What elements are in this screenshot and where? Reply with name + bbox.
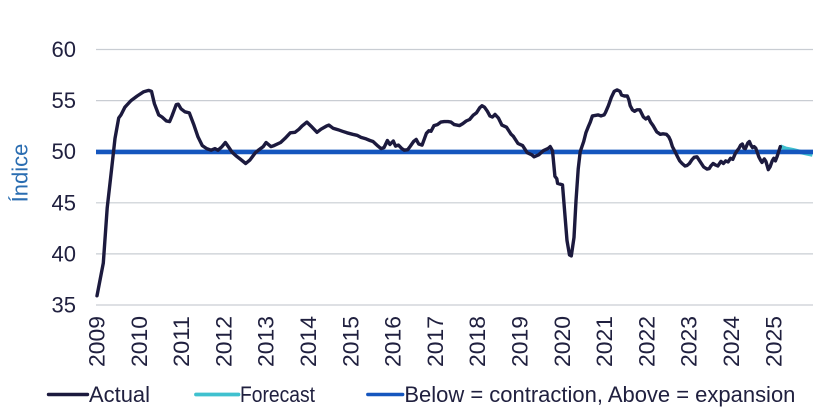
svg-text:Below = contraction, Above = e: Below = contraction, Above = expansion (404, 382, 795, 407)
svg-text:2012: 2012 (211, 316, 236, 367)
svg-text:2014: 2014 (296, 316, 321, 367)
svg-text:Índice: Índice (8, 144, 33, 203)
svg-text:40: 40 (52, 241, 76, 266)
svg-text:2019: 2019 (508, 316, 533, 367)
svg-text:2010: 2010 (127, 316, 152, 367)
svg-text:2025: 2025 (761, 316, 786, 367)
svg-text:2009: 2009 (85, 316, 110, 367)
svg-text:2023: 2023 (677, 316, 702, 367)
svg-text:2016: 2016 (381, 316, 406, 367)
svg-text:Actual: Actual (89, 382, 150, 407)
svg-text:2021: 2021 (592, 316, 617, 367)
svg-text:2011: 2011 (169, 316, 194, 367)
svg-text:Forecast: Forecast (240, 382, 315, 407)
svg-text:35: 35 (52, 293, 76, 318)
svg-text:60: 60 (52, 37, 76, 62)
svg-text:2013: 2013 (254, 316, 279, 367)
svg-text:50: 50 (52, 139, 76, 164)
svg-text:2020: 2020 (550, 316, 575, 367)
svg-text:45: 45 (52, 190, 76, 215)
svg-text:2022: 2022 (634, 316, 659, 367)
svg-text:55: 55 (52, 88, 76, 113)
svg-text:2018: 2018 (465, 316, 490, 367)
svg-text:2015: 2015 (338, 316, 363, 367)
svg-text:2024: 2024 (719, 316, 744, 367)
svg-text:2017: 2017 (423, 316, 448, 367)
